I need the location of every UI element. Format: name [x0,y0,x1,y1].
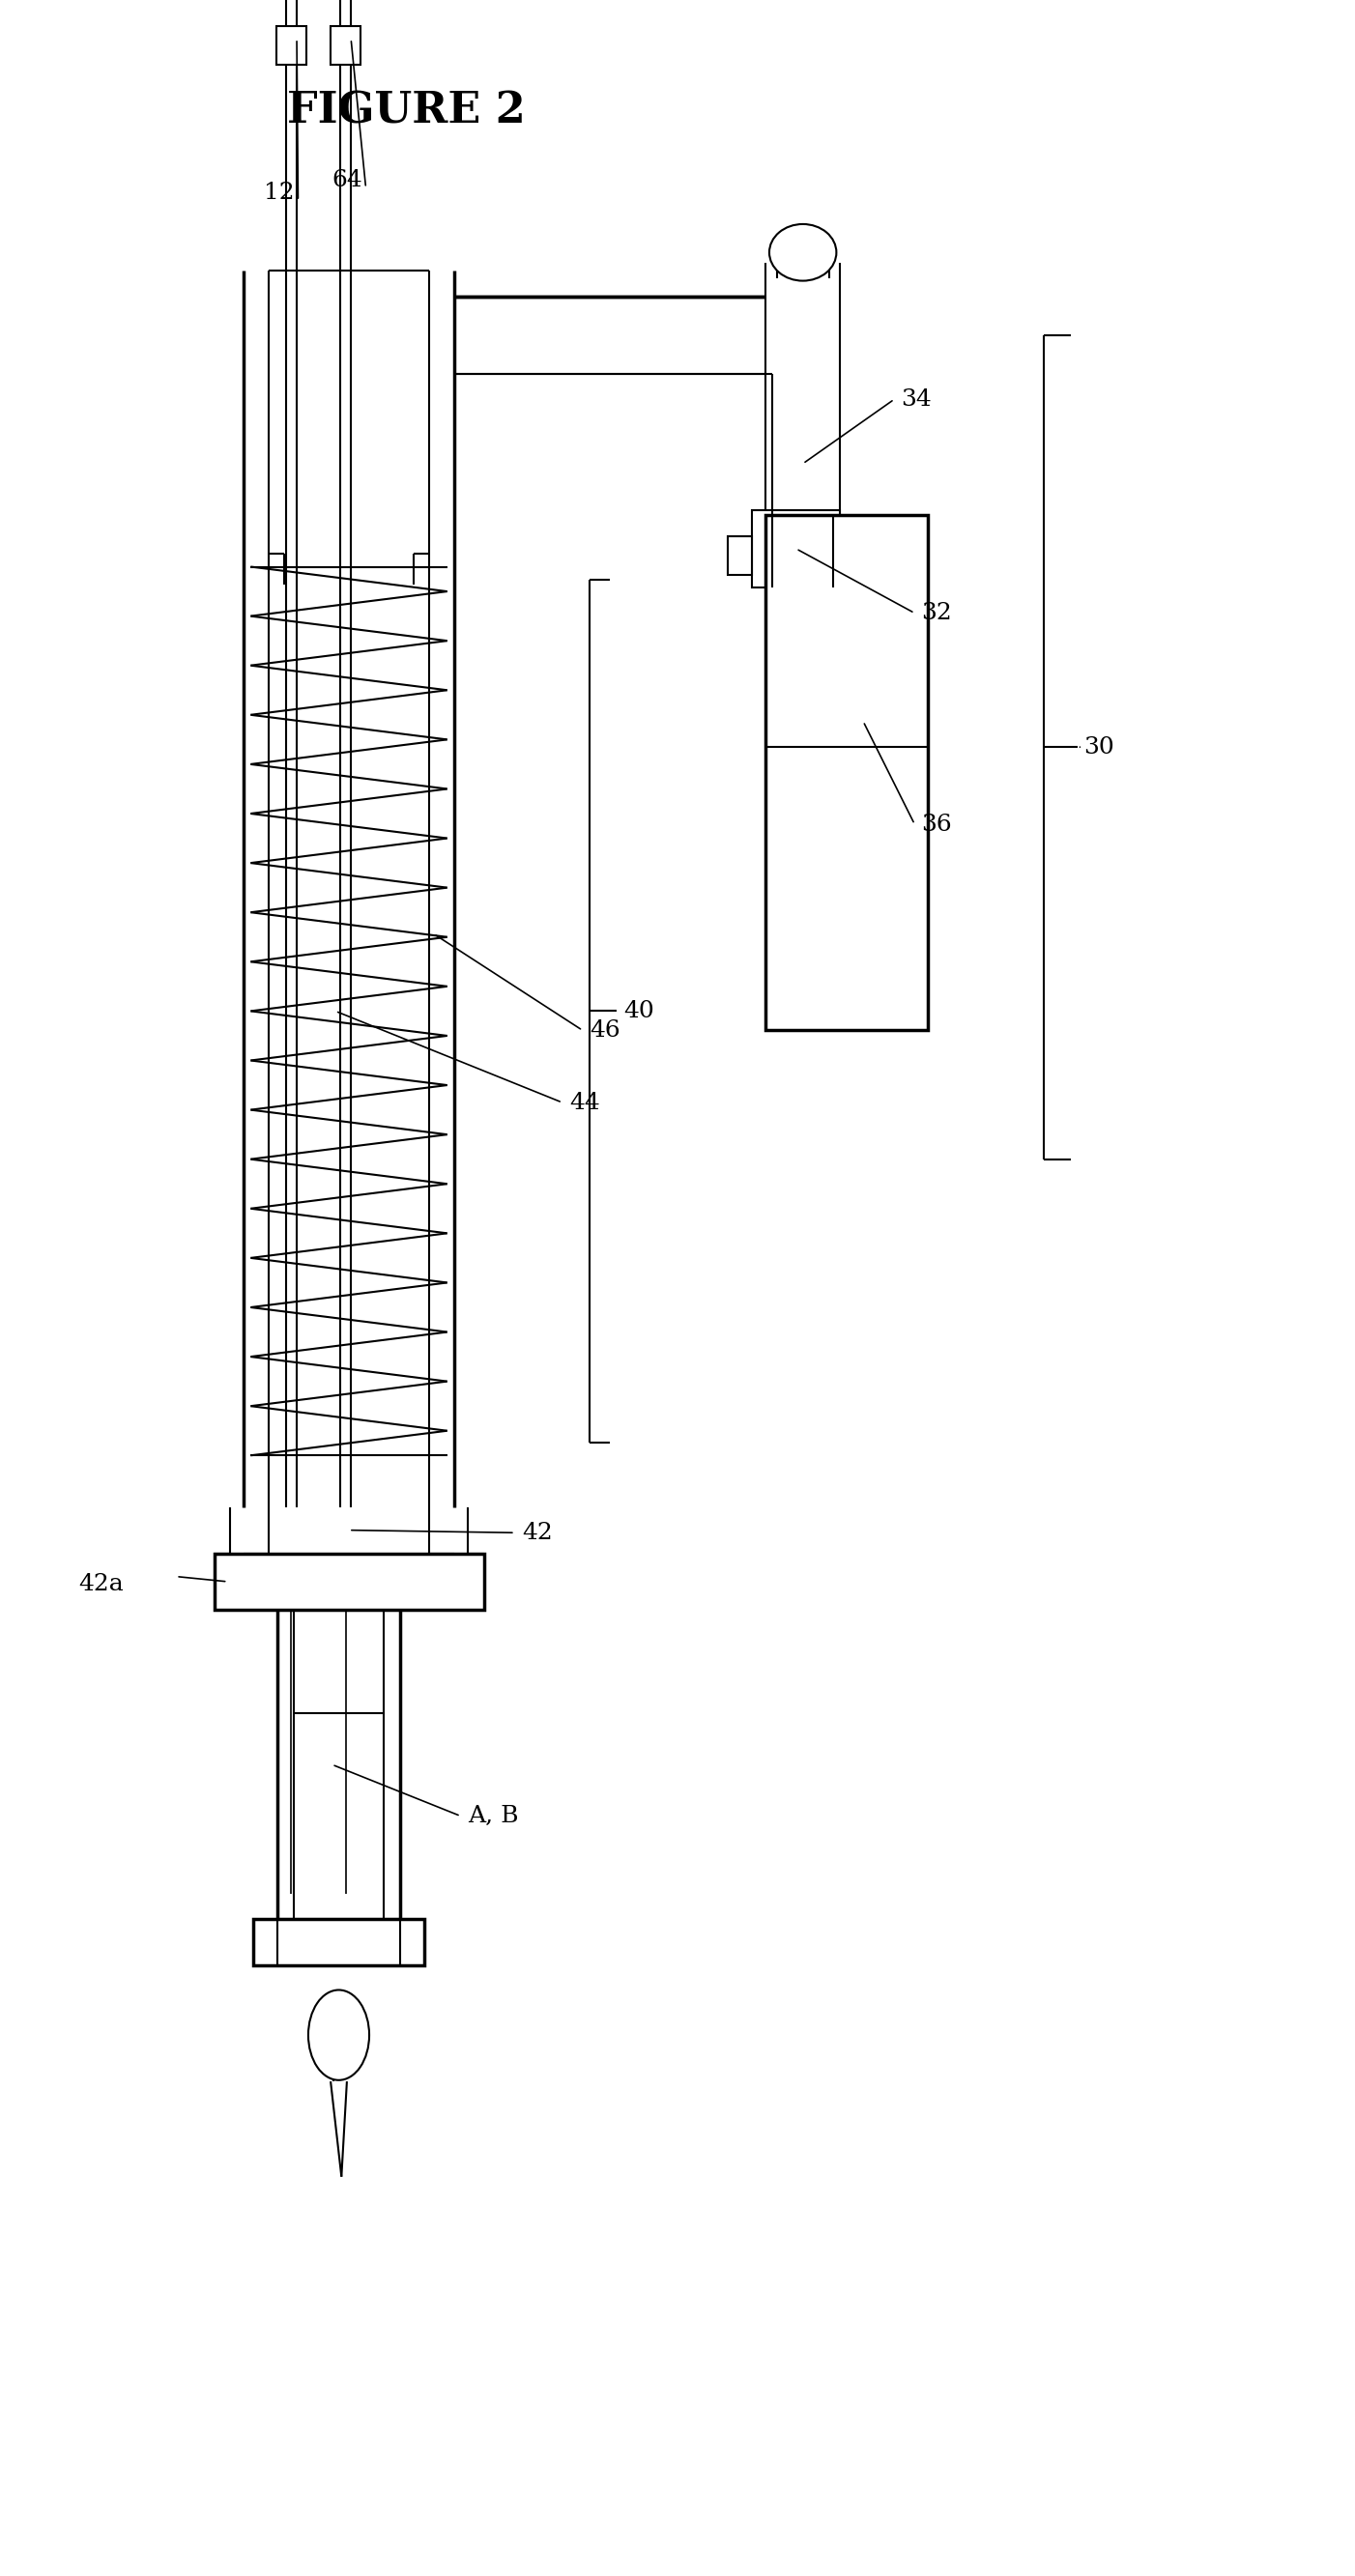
Bar [276,26,306,64]
Text: 32: 32 [921,603,953,623]
Text: A, B: A, B [467,1806,518,1826]
Text: 44: 44 [569,1092,600,1113]
Ellipse shape [770,224,836,281]
Text: 34: 34 [901,389,932,410]
Bar [253,1919,424,1965]
Bar [214,1553,484,1610]
Bar [752,510,840,587]
Bar [331,26,360,64]
Bar [766,515,928,1030]
Text: 40: 40 [623,999,654,1023]
Text: 30: 30 [1084,737,1115,757]
Text: 12: 12 [264,183,295,204]
Text: 36: 36 [921,814,953,835]
Text: FIGURE 2: FIGURE 2 [287,90,526,131]
Ellipse shape [308,1989,369,2081]
Text: 46: 46 [589,1020,621,1041]
Text: 64: 64 [332,170,363,191]
Text: 42a: 42a [79,1574,123,1595]
Text: 42: 42 [522,1522,553,1543]
Bar [728,536,752,574]
